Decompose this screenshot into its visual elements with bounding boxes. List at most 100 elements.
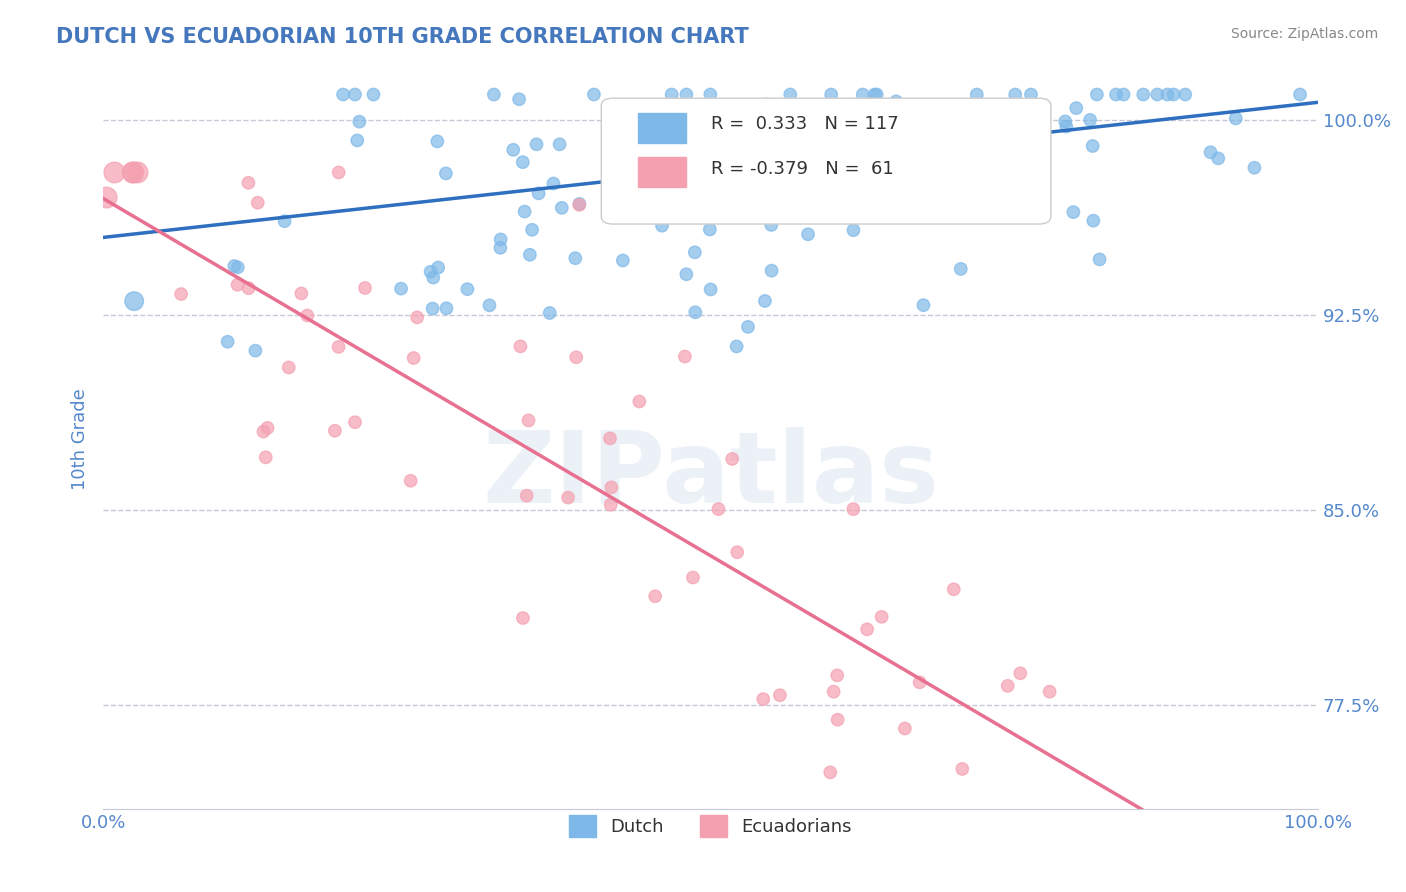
Point [1243,161,1265,175]
Point [512,611,534,625]
Point [543,177,565,191]
Point [866,87,889,102]
Point [1062,205,1084,219]
Point [1112,87,1135,102]
Point [673,350,696,364]
Point [170,287,193,301]
Point [1289,87,1312,102]
Point [737,319,759,334]
Point [624,165,647,179]
Point [699,87,721,102]
Point [997,679,1019,693]
Point [682,570,704,584]
Point [645,184,668,198]
Point [489,232,512,246]
Point [950,762,973,776]
Point [883,103,905,118]
Point [761,263,783,277]
Point [323,424,346,438]
Point [565,351,588,365]
Point [434,166,457,180]
Point [519,248,541,262]
Point [217,334,239,349]
Point [761,218,783,232]
Point [725,339,748,353]
Point [122,294,145,309]
Point [1022,111,1045,125]
Point [912,298,935,312]
Point [426,134,449,148]
Point [754,293,776,308]
Point [1146,87,1168,102]
Point [699,222,721,236]
Text: DUTCH VS ECUADORIAN 10TH GRADE CORRELATION CHART: DUTCH VS ECUADORIAN 10TH GRADE CORRELATI… [56,27,749,46]
Point [399,474,422,488]
Point [513,204,536,219]
Point [863,87,886,102]
Point [685,305,707,319]
Point [870,610,893,624]
Point [894,722,917,736]
Point [1010,666,1032,681]
Point [859,195,882,210]
Point [238,281,260,295]
Point [96,190,118,204]
Point [875,140,897,154]
Point [752,692,775,706]
Legend: Dutch, Ecuadorians: Dutch, Ecuadorians [562,808,859,845]
Point [1206,152,1229,166]
Point [1069,815,1091,830]
Point [509,339,531,353]
Point [568,197,591,211]
Point [344,415,367,429]
Point [1066,101,1088,115]
Point [427,260,450,275]
Point [436,301,458,316]
Point [508,92,530,106]
Point [277,360,299,375]
Point [1078,112,1101,127]
Point [942,582,965,597]
Point [918,815,941,830]
Point [842,223,865,237]
Point [422,301,444,316]
Point [820,765,842,780]
Point [1105,87,1128,102]
Point [949,261,972,276]
Point [363,87,385,102]
Point [328,165,350,179]
Point [422,270,444,285]
Point [856,623,879,637]
Point [478,298,501,312]
Point [273,214,295,228]
Point [1029,194,1052,209]
Point [252,425,274,439]
Point [482,87,505,102]
Point [346,133,368,147]
Point [538,306,561,320]
Point [769,688,792,702]
Point [516,489,538,503]
Text: Source: ZipAtlas.com: Source: ZipAtlas.com [1230,27,1378,41]
Point [842,502,865,516]
Point [1225,112,1247,126]
Point [290,286,312,301]
Point [661,87,683,102]
Point [966,87,988,102]
Point [599,431,621,445]
Point [1199,145,1222,160]
Point [517,413,540,427]
Point [600,480,623,494]
Point [224,259,246,273]
Point [1083,213,1105,227]
Point [1054,114,1077,128]
Bar [638,157,686,187]
Point [872,153,894,167]
Point [941,178,963,192]
Point [1088,252,1111,267]
Point [785,170,807,185]
Point [456,282,478,296]
Point [582,87,605,102]
Point [852,87,875,102]
Point [699,283,721,297]
